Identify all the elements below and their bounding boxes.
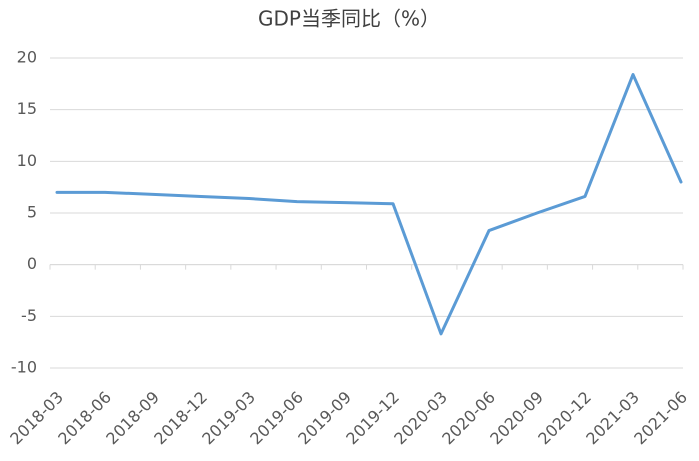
chart-title: GDP当季同比（%） [258,7,440,31]
y-tick-label: 10 [17,151,37,170]
y-tick-label: 15 [17,99,37,118]
y-tick-label: 5 [27,203,37,222]
line-series [55,73,683,336]
x-tick-label: 2021-06 [630,388,691,449]
y-tick-label: -10 [11,358,37,377]
y-tick-label: -5 [21,306,37,325]
y-tick-label: 0 [27,254,37,273]
y-tick-label: 20 [17,48,37,67]
